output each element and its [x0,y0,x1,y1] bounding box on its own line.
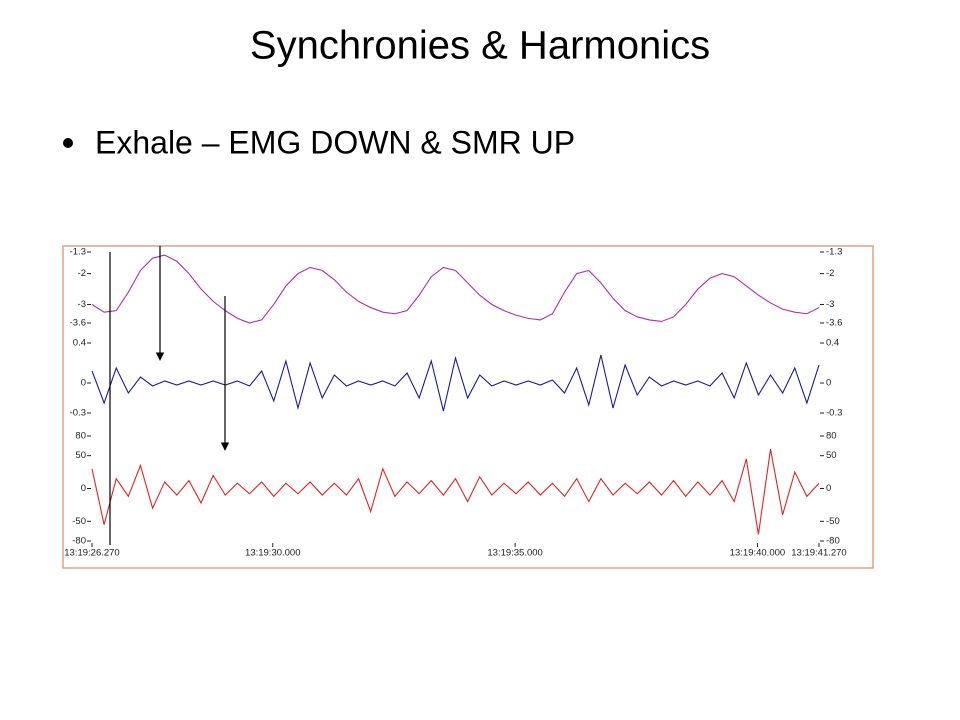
signal-line [91,254,820,324]
y-tick-label-right: -2 [826,268,834,279]
bullet-text: Exhale – EMG DOWN & SMR UP [95,124,575,160]
y-tick-label-right: -50 [826,516,840,527]
y-tick-label: -3.6 [70,318,86,329]
y-tick-label-right: -0.3 [826,408,842,419]
annotations [109,246,230,545]
y-tick-label: 0 [81,483,86,494]
y-tick-label: 80 [75,431,86,442]
y-tick-label: 50 [75,450,86,461]
y-tick-label: -80 [72,536,86,547]
y-tick-label-right: -3 [826,299,834,310]
y-tick-label-right: 80 [826,431,837,442]
y-tick-label-right: -3.6 [826,318,842,329]
chart-frame [62,245,874,569]
plots: -1.3 -1.3 -2 -2 -3 -3 -3.6 -3.6 0.4 0.4 0 0 -0.3 -0.3… [64,247,846,559]
x-tick-label: 13:19:35.000 [487,548,542,559]
slide-title: Synchronies & Harmonics [250,24,710,68]
y-tick-label-right: -1.3 [826,247,842,258]
y-tick-label: -50 [72,516,86,527]
x-tick-label: 13:19:41.270 [791,548,846,559]
y-tick-label: -3 [78,299,86,310]
y-tick-label: 0 [81,378,86,389]
y-tick-label: 0.4 [73,338,86,349]
signal-line [91,354,820,412]
y-tick-label-right: 0.4 [826,338,839,349]
x-tick-label: 13:19:26.270 [64,548,119,559]
y-tick-label-right: 0 [826,483,831,494]
y-tick-label-right: -80 [826,536,840,547]
y-tick-label-right: 50 [826,450,837,461]
y-tick-label-right: 0 [826,378,831,389]
x-tick-label: 13:19:30.000 [245,548,300,559]
y-tick-label: -1.3 [70,247,86,258]
y-tick-label: -0.3 [70,408,86,419]
y-tick-label: -2 [78,268,86,279]
x-tick-label: 13:19:40.000 [730,548,785,559]
bullet-dot [63,138,73,148]
signal-line [91,449,820,535]
